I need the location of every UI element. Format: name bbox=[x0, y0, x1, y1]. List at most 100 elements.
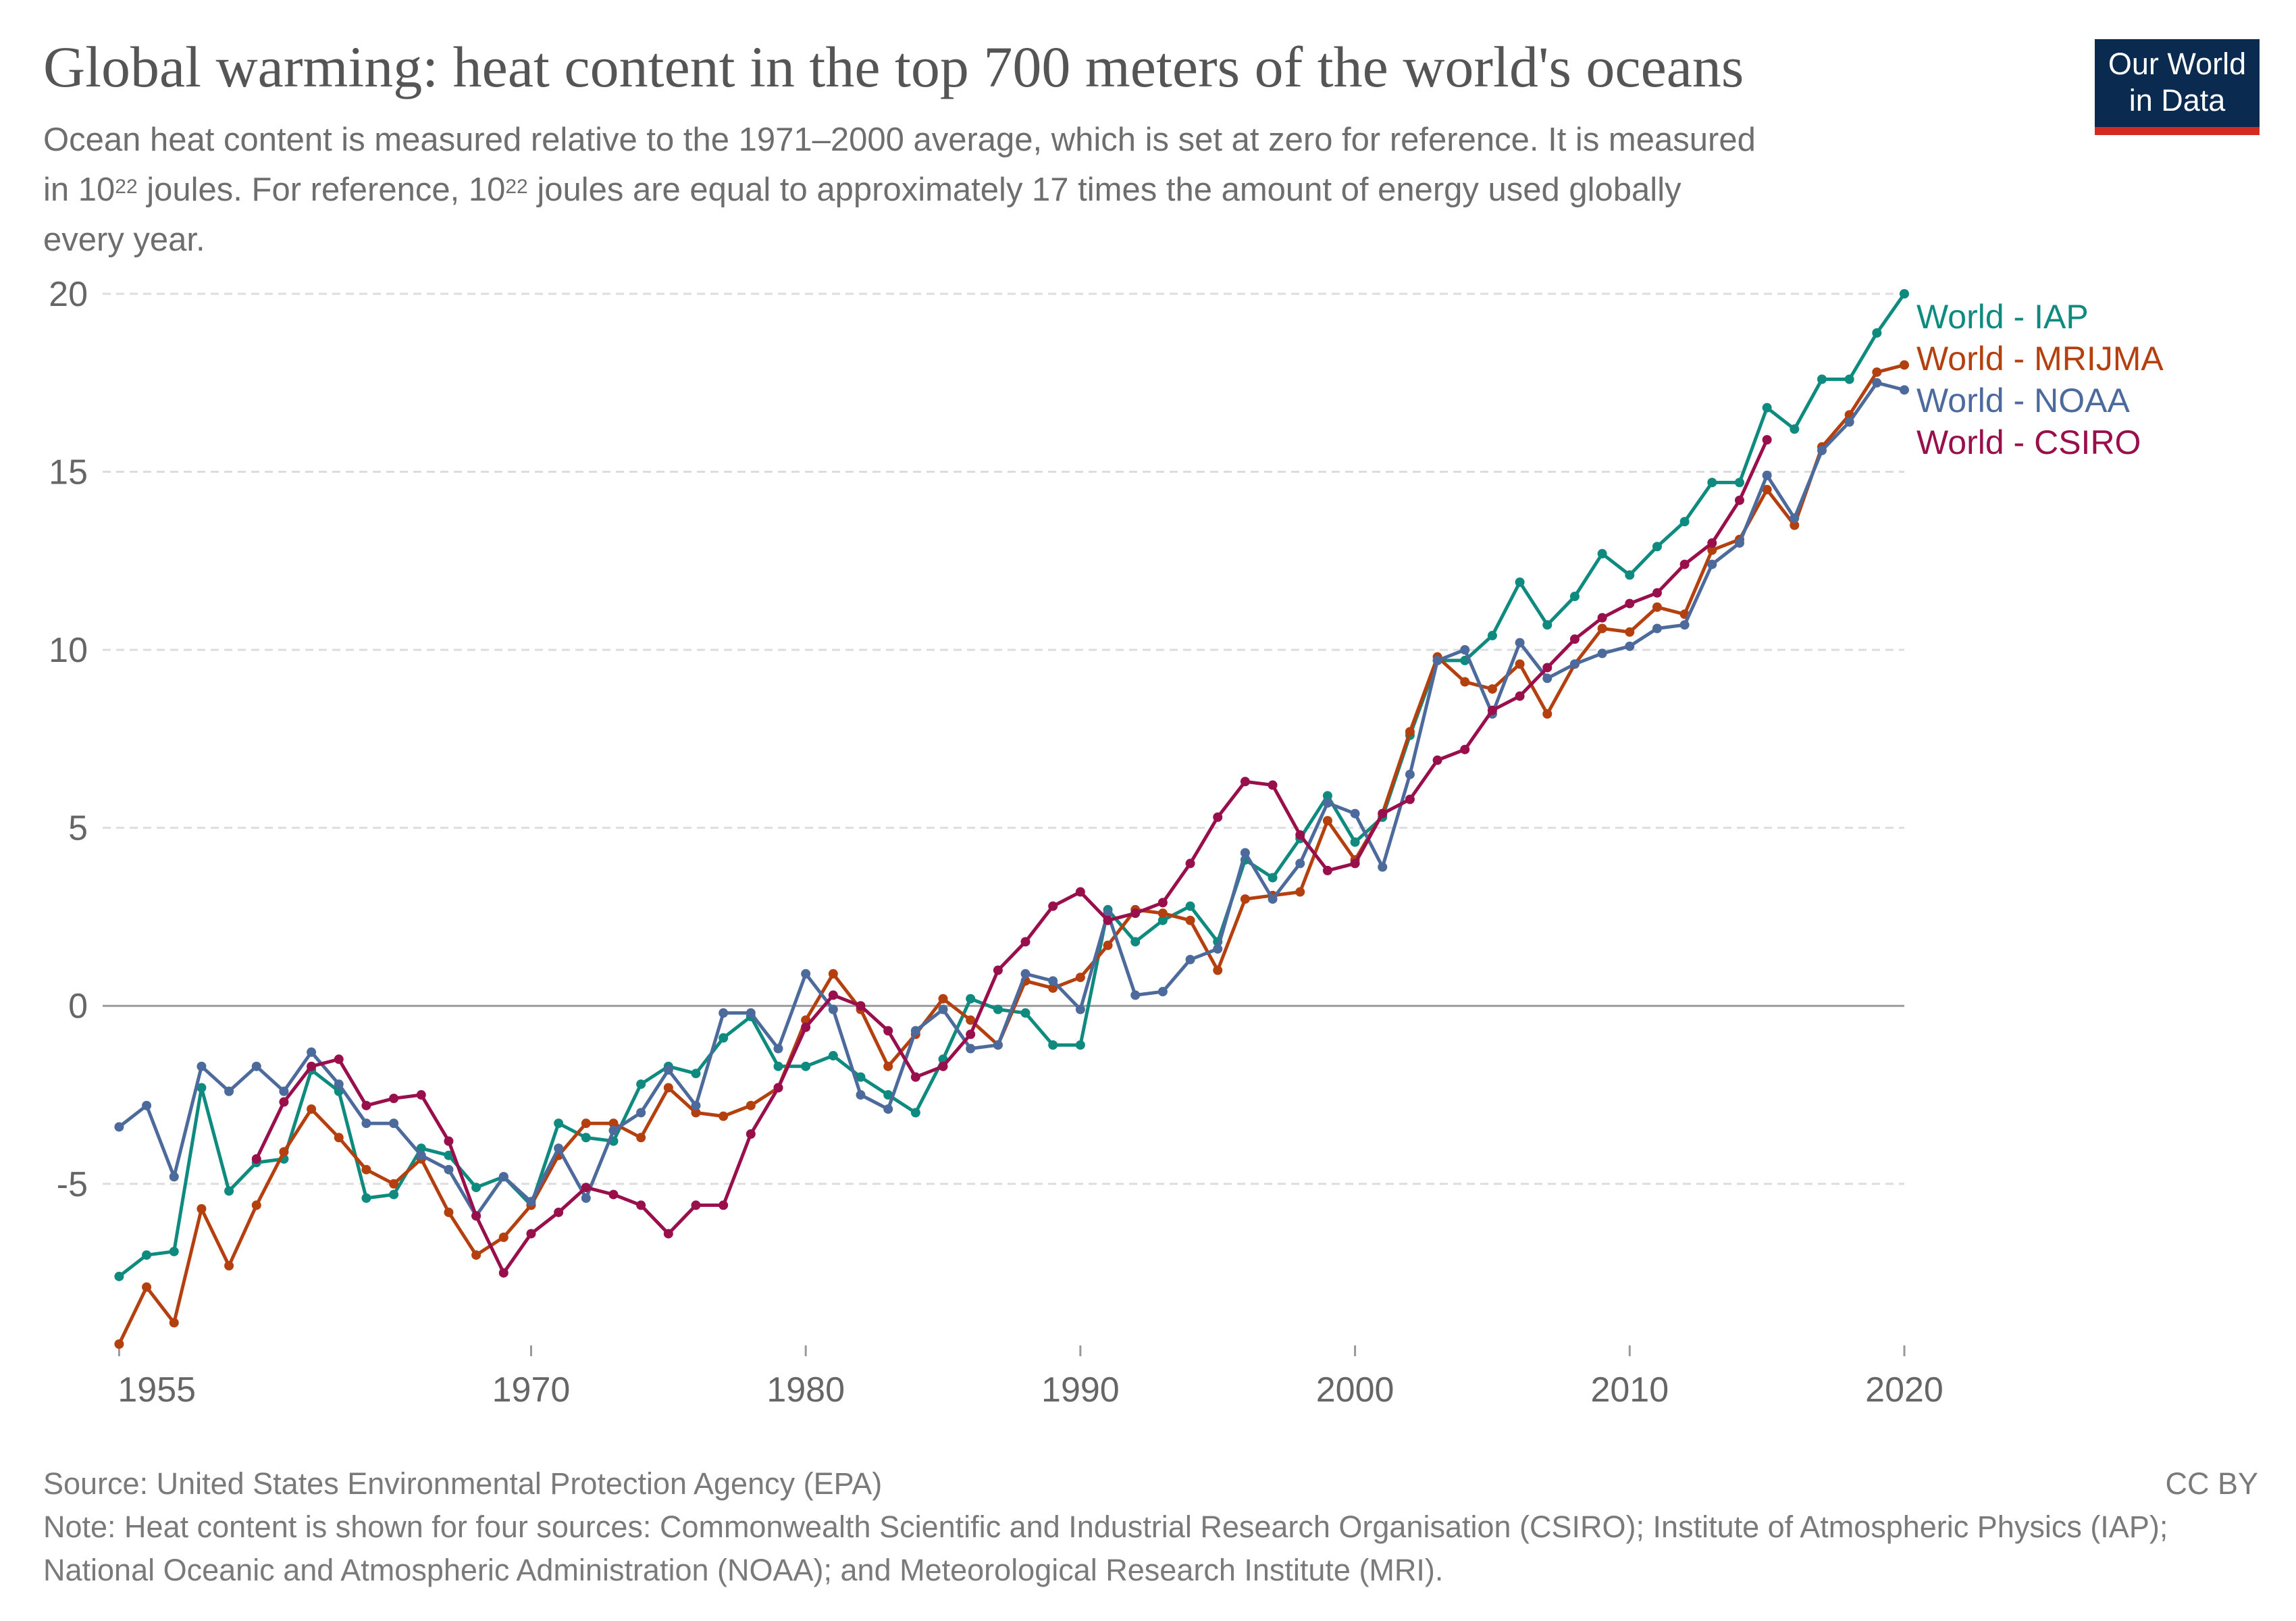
series-line bbox=[118, 292, 1906, 1278]
data-point bbox=[883, 1104, 893, 1114]
grid-layer bbox=[103, 292, 1904, 1185]
data-point bbox=[1130, 990, 1141, 1000]
data-point bbox=[1569, 592, 1580, 602]
data-point bbox=[114, 1122, 124, 1132]
data-point bbox=[1844, 417, 1854, 427]
data-point bbox=[334, 1133, 344, 1143]
data-point bbox=[1487, 705, 1497, 715]
data-point bbox=[828, 990, 838, 1000]
data-point bbox=[334, 1054, 344, 1064]
data-point bbox=[1679, 559, 1690, 569]
data-point bbox=[1130, 937, 1141, 947]
data-point bbox=[471, 1250, 481, 1260]
series-world-csiro bbox=[251, 435, 1772, 1278]
data-point bbox=[279, 1086, 289, 1096]
data-point bbox=[1157, 898, 1168, 908]
data-point bbox=[691, 1069, 701, 1079]
chart-title: Global warming: heat content in the top … bbox=[43, 34, 1744, 99]
license-link[interactable]: CC BY bbox=[2165, 1466, 2258, 1501]
data-point bbox=[581, 1193, 591, 1203]
data-point bbox=[1790, 520, 1800, 530]
data-point bbox=[1762, 470, 1772, 480]
legend-label: World - CSIRO bbox=[1916, 423, 2141, 461]
data-point bbox=[1350, 837, 1360, 847]
x-tick-label: 2000 bbox=[1316, 1370, 1394, 1410]
data-point bbox=[1157, 908, 1168, 919]
owid-logo[interactable]: Our World in Data bbox=[2095, 39, 2260, 135]
series-line bbox=[255, 439, 1769, 1275]
series-world-mrijma bbox=[114, 360, 1909, 1349]
data-point bbox=[1652, 588, 1662, 598]
data-point bbox=[938, 994, 948, 1004]
data-point bbox=[1900, 289, 1909, 299]
data-point bbox=[169, 1246, 179, 1256]
data-point bbox=[1625, 570, 1635, 580]
subtitle-line-1: Ocean heat content is measured relative … bbox=[43, 122, 1756, 158]
data-point bbox=[1460, 677, 1470, 687]
data-point bbox=[1350, 858, 1360, 869]
data-point bbox=[719, 1200, 729, 1210]
data-point bbox=[1542, 709, 1553, 719]
data-point bbox=[444, 1164, 454, 1175]
data-point bbox=[1350, 808, 1360, 819]
logo-accent-bar bbox=[2095, 127, 2260, 135]
data-point bbox=[471, 1183, 481, 1193]
data-point bbox=[1432, 755, 1442, 765]
data-point bbox=[801, 969, 811, 979]
y-tick-label: 5 bbox=[68, 809, 88, 848]
data-point bbox=[389, 1093, 399, 1104]
data-point bbox=[1185, 901, 1195, 911]
chart-subtitle: Ocean heat content is measured relative … bbox=[43, 115, 2015, 265]
data-point bbox=[938, 1061, 948, 1071]
data-point bbox=[856, 1072, 866, 1082]
data-point bbox=[993, 1004, 1003, 1014]
data-point bbox=[307, 1047, 317, 1057]
data-point bbox=[1569, 659, 1580, 669]
data-point bbox=[1432, 655, 1442, 665]
data-point bbox=[1762, 435, 1772, 445]
data-point bbox=[444, 1150, 454, 1160]
data-point bbox=[1048, 976, 1058, 986]
data-point bbox=[1103, 940, 1113, 950]
data-point bbox=[224, 1186, 234, 1196]
data-point bbox=[307, 1104, 317, 1114]
data-point bbox=[197, 1204, 207, 1214]
data-point bbox=[1652, 623, 1662, 634]
data-point bbox=[142, 1250, 152, 1260]
data-point bbox=[773, 1083, 783, 1093]
data-point bbox=[663, 1065, 673, 1075]
data-point bbox=[1075, 1040, 1085, 1050]
data-point bbox=[1625, 627, 1635, 637]
data-point bbox=[746, 1008, 756, 1018]
data-point bbox=[554, 1143, 564, 1154]
data-point bbox=[498, 1268, 508, 1278]
data-point bbox=[1213, 965, 1223, 975]
data-point bbox=[416, 1090, 426, 1100]
data-point bbox=[966, 1015, 976, 1025]
data-point bbox=[1625, 641, 1635, 651]
legend-label: World - IAP bbox=[1916, 298, 2089, 336]
series-line bbox=[118, 363, 1905, 1345]
data-point bbox=[526, 1197, 536, 1207]
data-point bbox=[1487, 684, 1497, 694]
data-point bbox=[1322, 816, 1332, 826]
data-point bbox=[224, 1261, 234, 1271]
subtitle-line-2-end: joules are equal to approximately 17 tim… bbox=[527, 172, 1681, 208]
data-point bbox=[1515, 577, 1525, 587]
data-point bbox=[1103, 915, 1113, 925]
data-point bbox=[554, 1207, 564, 1217]
data-point bbox=[581, 1118, 591, 1129]
data-point bbox=[1817, 374, 1827, 384]
data-point bbox=[1762, 484, 1772, 494]
logo-line-1: Our World bbox=[2108, 47, 2247, 81]
data-point bbox=[498, 1172, 508, 1182]
data-point bbox=[691, 1200, 701, 1210]
data-point bbox=[883, 1026, 893, 1036]
data-point bbox=[1322, 865, 1332, 875]
x-tick-label: 1970 bbox=[492, 1370, 571, 1410]
series-line bbox=[118, 381, 1905, 1218]
data-point bbox=[1707, 538, 1717, 548]
data-point bbox=[993, 965, 1003, 975]
y-tick-label: 20 bbox=[49, 275, 88, 314]
data-point bbox=[1213, 812, 1223, 822]
